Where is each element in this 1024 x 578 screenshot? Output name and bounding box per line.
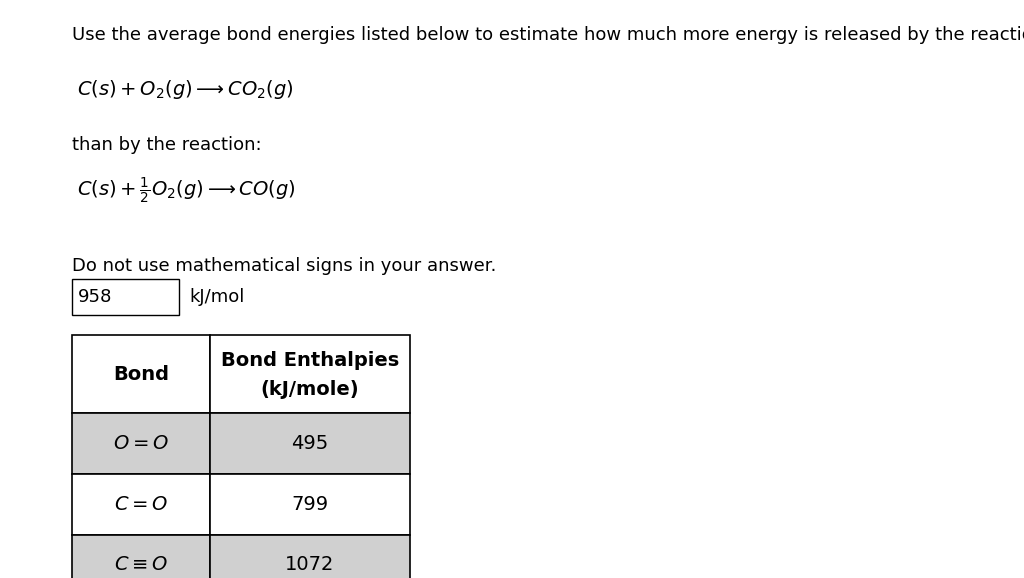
- Text: $C \equiv O$: $C \equiv O$: [114, 555, 168, 575]
- FancyBboxPatch shape: [210, 474, 410, 535]
- FancyBboxPatch shape: [72, 474, 210, 535]
- FancyBboxPatch shape: [72, 535, 210, 578]
- Text: Do not use mathematical signs in your answer.: Do not use mathematical signs in your an…: [72, 257, 496, 275]
- FancyBboxPatch shape: [210, 335, 410, 413]
- FancyBboxPatch shape: [72, 335, 210, 413]
- Text: $C(s) + \frac{1}{2}O_2(g) \longrightarrow CO(g)$: $C(s) + \frac{1}{2}O_2(g) \longrightarro…: [77, 176, 296, 206]
- Text: Bond: Bond: [113, 365, 169, 384]
- Text: Bond Enthalpies: Bond Enthalpies: [220, 351, 399, 370]
- Text: $C(s) + O_2(g) \longrightarrow CO_2(g)$: $C(s) + O_2(g) \longrightarrow CO_2(g)$: [77, 78, 294, 101]
- Text: 799: 799: [291, 495, 329, 514]
- Text: 1072: 1072: [285, 555, 335, 575]
- FancyBboxPatch shape: [210, 413, 410, 474]
- Text: 495: 495: [291, 434, 329, 453]
- FancyBboxPatch shape: [210, 535, 410, 578]
- Text: Use the average bond energies listed below to estimate how much more energy is r: Use the average bond energies listed bel…: [72, 26, 1024, 44]
- Text: $O = O$: $O = O$: [113, 434, 169, 453]
- Text: (kJ/mole): (kJ/mole): [260, 380, 359, 399]
- Text: kJ/mol: kJ/mol: [189, 288, 245, 306]
- Text: $C = O$: $C = O$: [114, 495, 168, 514]
- FancyBboxPatch shape: [72, 279, 179, 315]
- FancyBboxPatch shape: [72, 413, 210, 474]
- Text: 958: 958: [78, 288, 113, 306]
- Text: than by the reaction:: than by the reaction:: [72, 136, 261, 154]
